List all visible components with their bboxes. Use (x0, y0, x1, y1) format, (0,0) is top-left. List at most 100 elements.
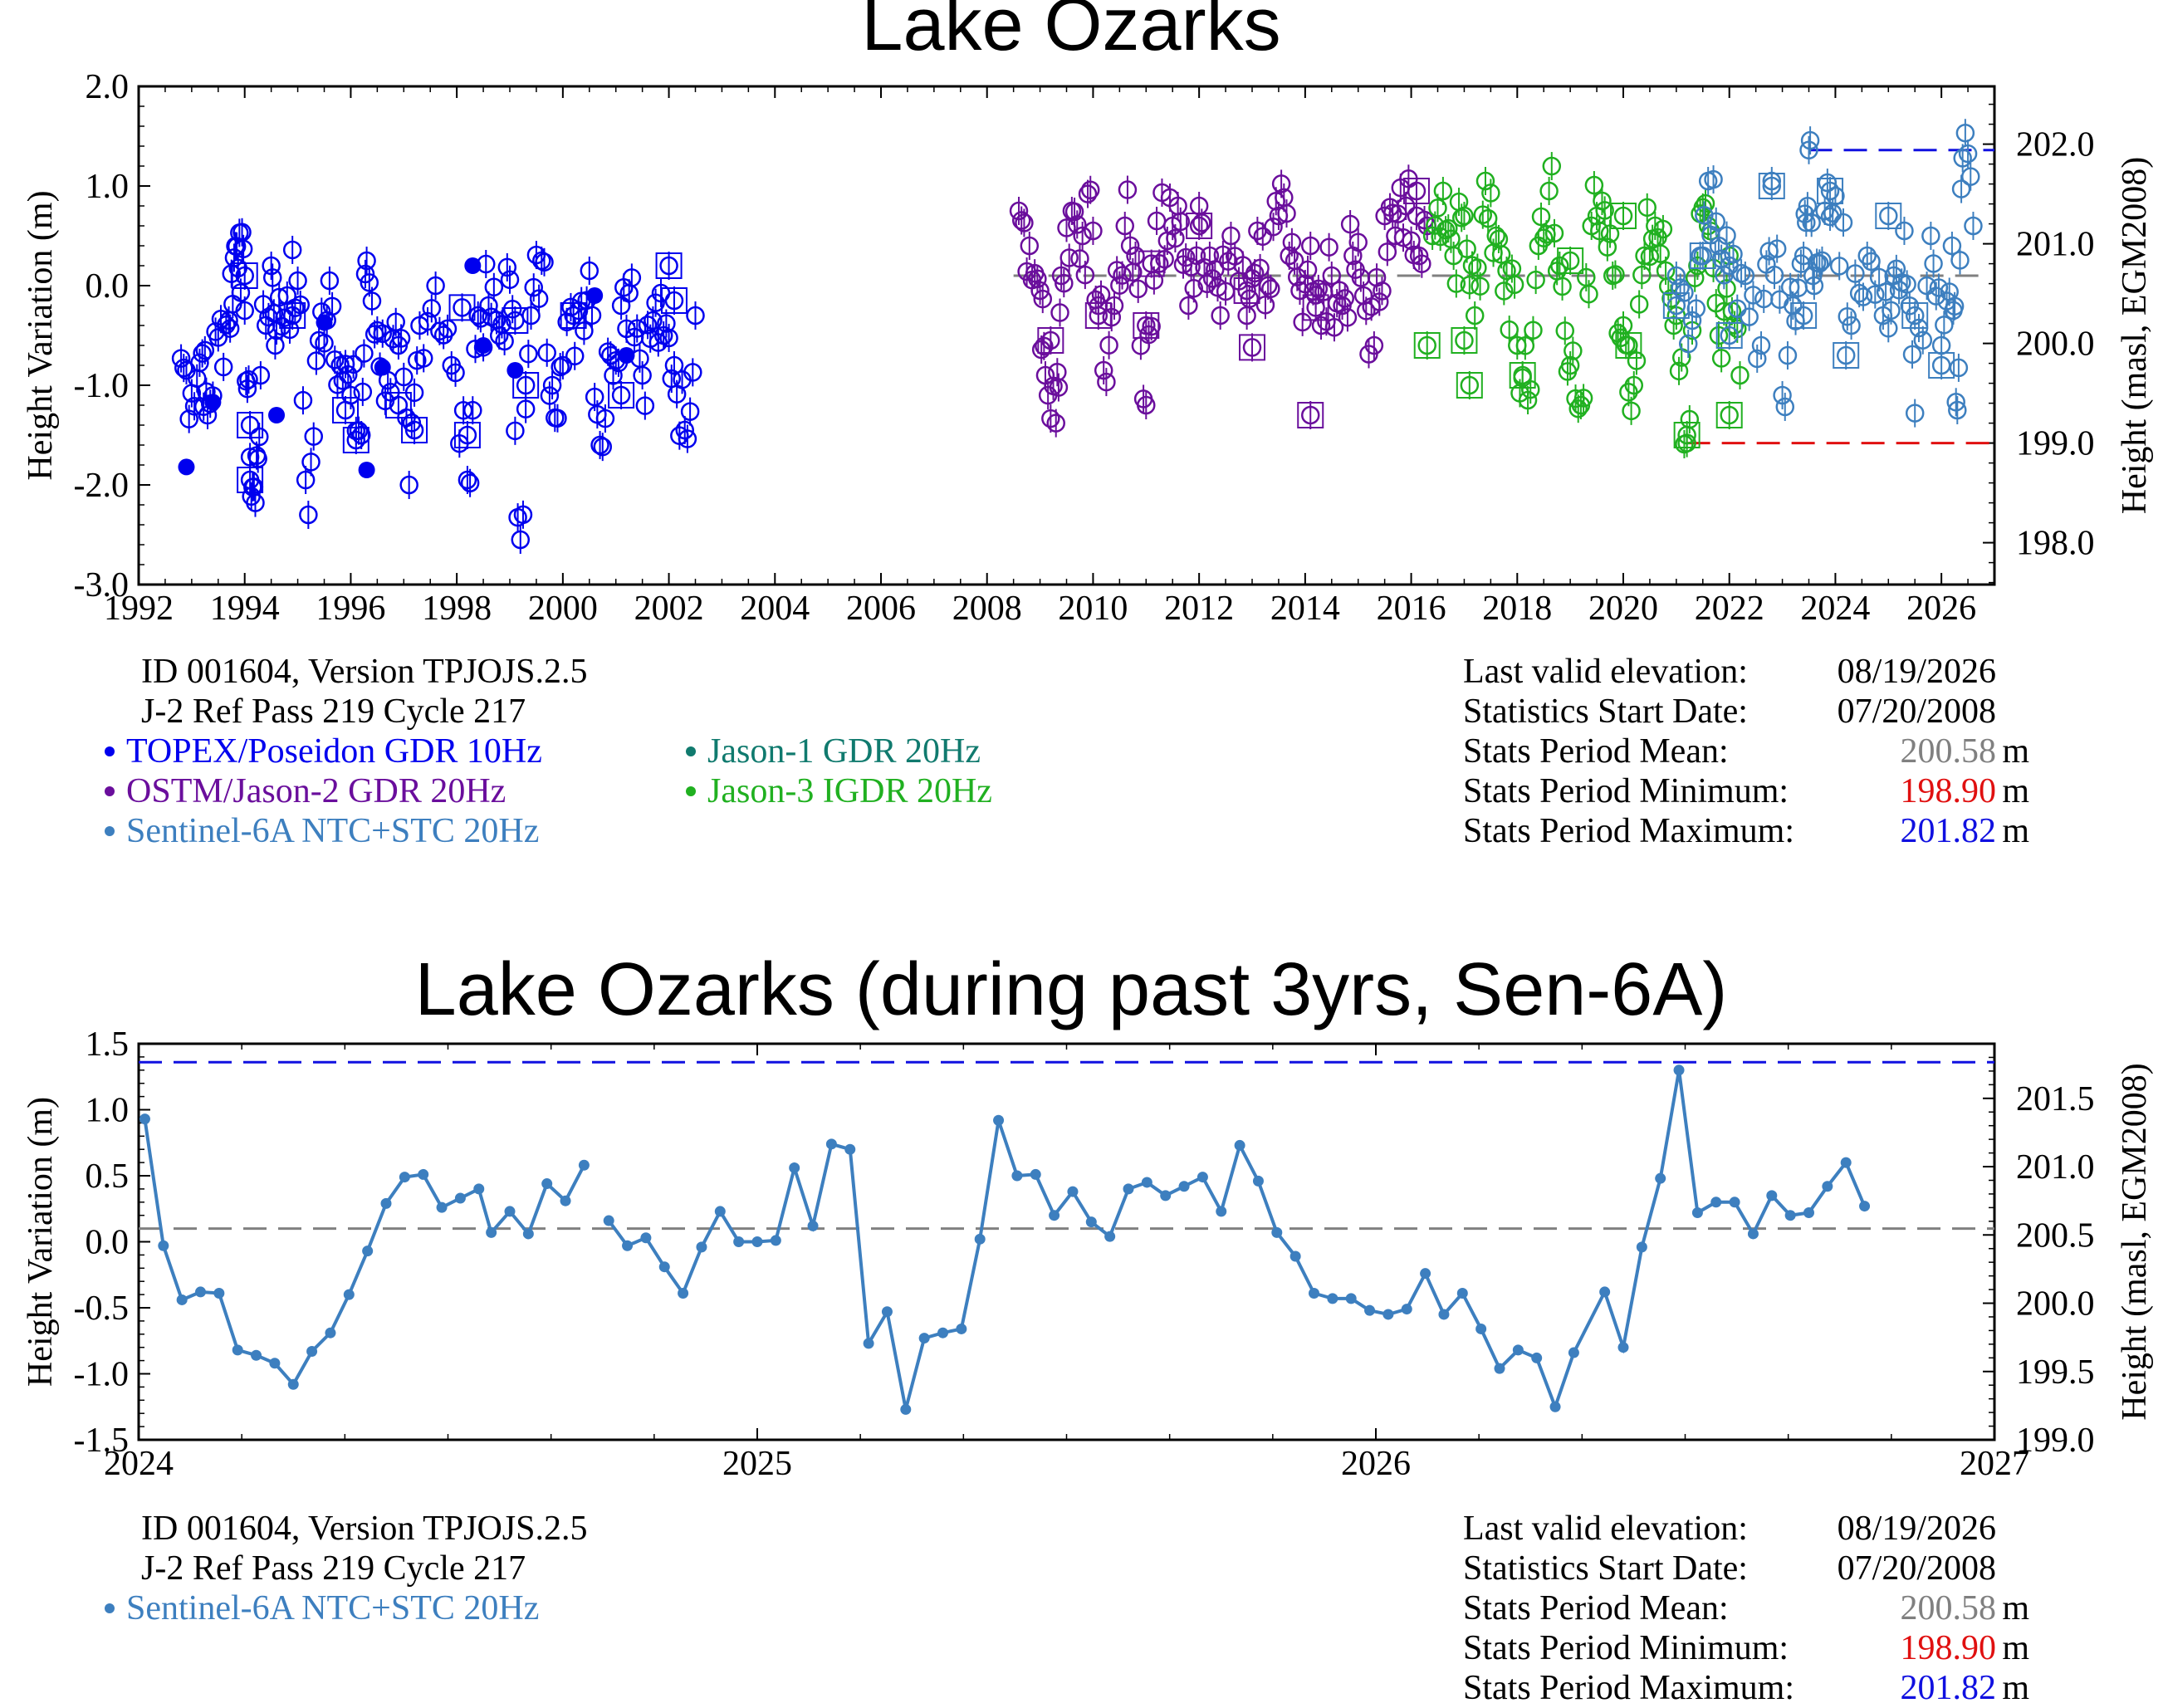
stat-unit: m (2002, 1589, 2029, 1627)
series-group (1009, 164, 1436, 438)
data-point (1327, 1293, 1338, 1304)
y-tick-label: -0.5 (74, 1290, 130, 1328)
series-line (607, 1069, 1867, 1412)
series-group (1413, 152, 1749, 458)
y-tick-label: 0.0 (86, 267, 130, 306)
data-point (473, 1183, 485, 1195)
data-point (195, 1286, 206, 1298)
legend-label: Sentinel-6A NTC+STC 20Hz (126, 1589, 540, 1627)
data-point (863, 1338, 874, 1349)
stat-label: Statistics Start Date: (1463, 1549, 1748, 1588)
x-tick-label: 2026 (1341, 1445, 1411, 1483)
data-point-filled (506, 362, 524, 379)
y-tick-label: 1.5 (86, 1025, 130, 1064)
x-tick-label: 2027 (1960, 1445, 2029, 1483)
legend: Sentinel-6A NTC+STC 20Hz (105, 1588, 539, 1628)
y2-tick-label: 200.0 (2016, 325, 2095, 364)
data-point (343, 1289, 355, 1300)
data-point (1234, 1139, 1245, 1151)
data-point (436, 1201, 448, 1213)
data-point-filled (178, 458, 195, 476)
data-point (158, 1240, 169, 1251)
data-point (603, 1215, 614, 1226)
stat-label: Statistics Start Date: (1463, 692, 1748, 731)
x-tick-label: 2008 (952, 590, 1022, 628)
data-point (1123, 1183, 1134, 1195)
data-point (418, 1168, 429, 1180)
stat-mean-value: 200.58 (1900, 1589, 1997, 1627)
x-tick-label: 2022 (1695, 590, 1764, 628)
data-point (1252, 1175, 1264, 1187)
legend-item: Sentinel-6A NTC+STC 20Hz (105, 811, 542, 851)
stat-min-value: 198.90 (1900, 772, 1997, 810)
data-point (1655, 1172, 1666, 1184)
stat-unit: m (2002, 812, 2029, 850)
data-point (1401, 1304, 1412, 1315)
stats-block: Last valid elevation: 08/19/2026 Statisti… (1463, 652, 2029, 851)
data-point (844, 1143, 856, 1155)
data-point (770, 1235, 781, 1246)
stat-label: Stats Period Minimum: (1463, 1629, 1789, 1667)
stat-label: Stats Period Mean: (1463, 732, 1729, 771)
stat-label: Last valid elevation: (1463, 653, 1748, 691)
legend-marker-icon (105, 1603, 115, 1614)
plot-recent: 2024 2025 2026 2027 -1.5 -1.0 -0.5 0.0 0.5 1.0 1.5… (22, 1025, 2154, 1483)
data-point (1840, 1157, 1852, 1168)
data-point (1438, 1309, 1450, 1320)
stat-label: Stats Period Maximum: (1463, 812, 1794, 850)
stat-label: Last valid elevation: (1463, 1510, 1748, 1548)
data-point (1475, 1323, 1487, 1334)
x-tick-label: 2010 (1058, 590, 1128, 628)
x-tick-label: 2000 (528, 590, 598, 628)
data-point (918, 1333, 930, 1344)
data-point (1636, 1241, 1647, 1253)
data-point (956, 1323, 967, 1334)
y2-tick-label: 199.5 (2016, 1353, 2095, 1392)
legend-label: TOPEX/Poseidon GDR 10Hz (126, 732, 542, 771)
stat-unit: m (2002, 732, 2029, 771)
data-point (751, 1236, 763, 1247)
y2-tick-label: 201.5 (2016, 1080, 2095, 1118)
stat-value: 07/20/2008 (1837, 1549, 1996, 1588)
data-point (825, 1138, 837, 1150)
data-point (1160, 1190, 1172, 1201)
y2-axis-label: Height (masl, EGM2008) (2116, 157, 2154, 514)
x-tick-label: 1998 (422, 590, 492, 628)
data-point (1729, 1197, 1740, 1208)
data-point (993, 1114, 1005, 1126)
y-tick-label: 1.0 (86, 168, 130, 206)
data-point (622, 1240, 634, 1251)
data-point (522, 1228, 534, 1240)
legend-label: Jason-3 IGDR 20Hz (707, 772, 992, 810)
x-tick-label: 2024 (1800, 590, 1870, 628)
data-point (1784, 1210, 1796, 1221)
data-point (1859, 1201, 1871, 1212)
data-point (1710, 1197, 1722, 1208)
data-point-filled (586, 287, 604, 304)
y-tick-label: 1.0 (86, 1092, 130, 1130)
data-point (306, 1345, 318, 1357)
data-point (560, 1195, 571, 1206)
x-tick-label: 1996 (316, 590, 385, 628)
data-point (454, 1192, 466, 1204)
data-point (325, 1327, 336, 1339)
plot-main: 1992 1994 1996 1998 2000 2002 2004 2006 2008 2010… (22, 68, 2154, 628)
x-tick-label: 2014 (1270, 590, 1340, 628)
y2-tick-label: 201.0 (2016, 1148, 2095, 1187)
stat-mean-value: 200.58 (1900, 732, 1997, 771)
data-point (1531, 1352, 1543, 1363)
y2-tick-label: 200.0 (2016, 1285, 2095, 1324)
data-point (974, 1233, 986, 1245)
data-point (1309, 1288, 1319, 1299)
data-point (1216, 1206, 1227, 1217)
stat-unit: m (2002, 1669, 2029, 1707)
y-tick-label: -1.0 (74, 1356, 130, 1394)
stat-max-value: 201.82 (1900, 812, 1997, 850)
data-point (1494, 1363, 1505, 1374)
data-point (733, 1236, 745, 1247)
y-tick-label: 0.5 (86, 1157, 130, 1196)
stat-value: 08/19/2026 (1837, 653, 1996, 691)
stat-value: 07/20/2008 (1837, 692, 1996, 731)
data-point (504, 1206, 516, 1217)
info-pass: J-2 Ref Pass 219 Cycle 217 (141, 1549, 526, 1588)
